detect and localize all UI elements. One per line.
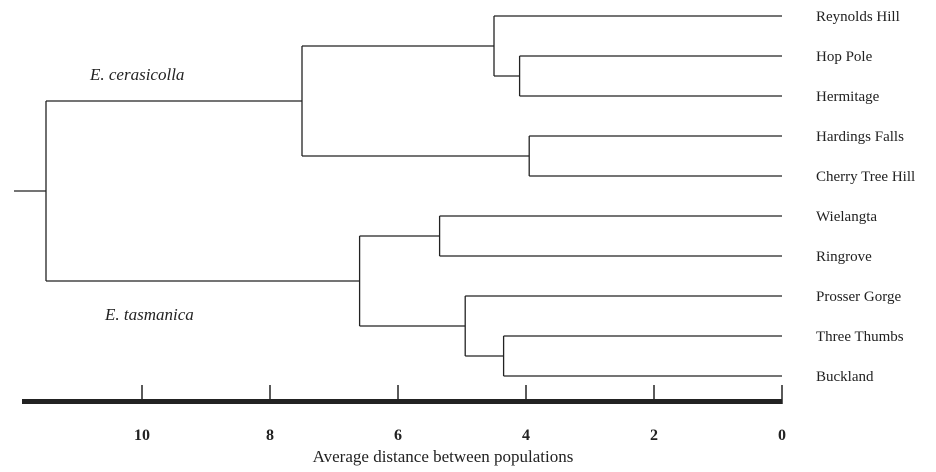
leaf-label: Hardings Falls xyxy=(816,129,904,145)
leaf-label: Buckland xyxy=(816,369,874,385)
x-tick-label: 2 xyxy=(650,427,658,444)
x-tick-label: 10 xyxy=(134,427,150,444)
x-tick-label: 6 xyxy=(394,427,402,444)
x-axis-ticks: 10 8 6 4 2 0 xyxy=(134,385,786,444)
leaf-label: Hermitage xyxy=(816,89,880,105)
leaf-label: Three Thumbs xyxy=(816,329,904,345)
leaf-label: Cherry Tree Hill xyxy=(816,169,915,185)
x-tick-label: 4 xyxy=(522,427,530,444)
leaf-label: Wielangta xyxy=(816,209,877,225)
leaf-label: Reynolds Hill xyxy=(816,9,900,25)
leaf-label: Prosser Gorge xyxy=(816,289,901,305)
clade-label-cerasicolla: E. cerasicolla xyxy=(89,65,184,84)
x-axis-title: Average distance between populations xyxy=(313,447,574,466)
dendrogram-branches xyxy=(14,15,782,377)
x-axis-bar xyxy=(22,399,782,404)
x-tick-label: 8 xyxy=(266,427,274,444)
leaf-labels: Reynolds Hill Hop Pole Hermitage Hardings F… xyxy=(816,9,915,385)
clade-label-tasmanica: E. tasmanica xyxy=(104,305,194,324)
leaf-label: Ringrove xyxy=(816,249,872,265)
leaf-label: Hop Pole xyxy=(816,49,873,65)
x-tick-label: 0 xyxy=(778,427,786,444)
